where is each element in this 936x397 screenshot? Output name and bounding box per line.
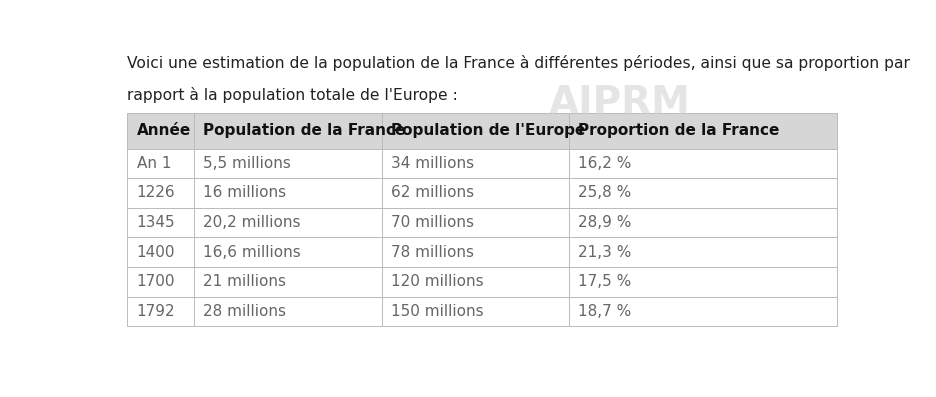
Text: An 1: An 1 [137, 156, 171, 171]
FancyBboxPatch shape [127, 148, 194, 178]
FancyBboxPatch shape [127, 297, 194, 326]
FancyBboxPatch shape [127, 114, 194, 148]
Text: 150 millions: 150 millions [390, 304, 483, 319]
FancyBboxPatch shape [127, 237, 194, 267]
FancyBboxPatch shape [568, 297, 837, 326]
FancyBboxPatch shape [381, 178, 568, 208]
Text: 34 millions: 34 millions [390, 156, 474, 171]
Text: 25,8 %: 25,8 % [578, 185, 631, 200]
Text: 1226: 1226 [137, 185, 175, 200]
FancyBboxPatch shape [194, 237, 381, 267]
FancyBboxPatch shape [194, 148, 381, 178]
Text: AIPRM: AIPRM [548, 84, 691, 122]
FancyBboxPatch shape [381, 148, 568, 178]
Text: 1400: 1400 [137, 245, 175, 260]
FancyBboxPatch shape [381, 297, 568, 326]
FancyBboxPatch shape [568, 208, 837, 237]
Text: 18,7 %: 18,7 % [578, 304, 631, 319]
Text: Population de la France: Population de la France [203, 123, 405, 139]
Text: 20,2 millions: 20,2 millions [203, 215, 300, 230]
FancyBboxPatch shape [568, 114, 837, 148]
Text: 28 millions: 28 millions [203, 304, 286, 319]
Text: 28,9 %: 28,9 % [578, 215, 631, 230]
Text: 1792: 1792 [137, 304, 175, 319]
Text: 78 millions: 78 millions [390, 245, 474, 260]
Text: Voici une estimation de la population de la France à différentes périodes, ainsi: Voici une estimation de la population de… [127, 55, 909, 71]
Text: Population de l'Europe: Population de l'Europe [390, 123, 585, 139]
FancyBboxPatch shape [381, 208, 568, 237]
FancyBboxPatch shape [381, 237, 568, 267]
Text: 16 millions: 16 millions [203, 185, 286, 200]
FancyBboxPatch shape [127, 267, 194, 297]
FancyBboxPatch shape [381, 114, 568, 148]
FancyBboxPatch shape [194, 114, 381, 148]
FancyBboxPatch shape [568, 148, 837, 178]
Text: 1345: 1345 [137, 215, 175, 230]
Text: Année: Année [137, 123, 191, 139]
Text: 70 millions: 70 millions [390, 215, 474, 230]
FancyBboxPatch shape [194, 208, 381, 237]
Text: rapport à la population totale de l'Europe :: rapport à la population totale de l'Euro… [127, 87, 458, 103]
FancyBboxPatch shape [568, 267, 837, 297]
FancyBboxPatch shape [127, 208, 194, 237]
Text: 21,3 %: 21,3 % [578, 245, 631, 260]
FancyBboxPatch shape [568, 178, 837, 208]
FancyBboxPatch shape [194, 267, 381, 297]
FancyBboxPatch shape [568, 237, 837, 267]
Text: 1700: 1700 [137, 274, 175, 289]
Text: 16,2 %: 16,2 % [578, 156, 631, 171]
FancyBboxPatch shape [194, 297, 381, 326]
Text: Proportion de la France: Proportion de la France [578, 123, 779, 139]
Text: 120 millions: 120 millions [390, 274, 483, 289]
Text: 16,6 millions: 16,6 millions [203, 245, 300, 260]
Text: 5,5 millions: 5,5 millions [203, 156, 291, 171]
Text: 21 millions: 21 millions [203, 274, 286, 289]
Text: 17,5 %: 17,5 % [578, 274, 631, 289]
FancyBboxPatch shape [381, 267, 568, 297]
FancyBboxPatch shape [194, 178, 381, 208]
FancyBboxPatch shape [127, 178, 194, 208]
Text: 62 millions: 62 millions [390, 185, 474, 200]
